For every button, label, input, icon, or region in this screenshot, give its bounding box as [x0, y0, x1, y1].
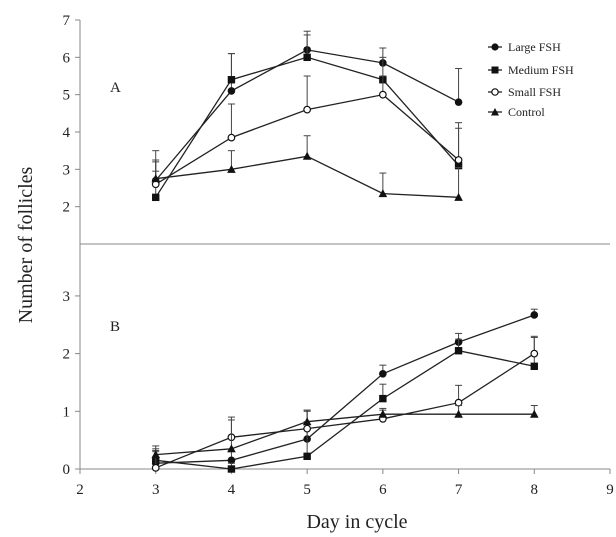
x-tick-label: 9 [606, 482, 614, 498]
axes: 2 3 4 5 6 7 8 9 2 3 4 5 6 7 0 1 2 3 [63, 13, 614, 498]
x-tick-label: 6 [379, 482, 387, 498]
panel-b-small-fsh-point [151, 463, 160, 472]
panel-b-large-fsh-point [227, 456, 236, 465]
legend-marker-large-fsh [491, 43, 499, 51]
panel-a-medium-fsh-point [227, 76, 236, 84]
panel-b-y-tick-label: 1 [63, 404, 71, 420]
panel-b-control-point [529, 409, 539, 418]
panel-a-small-fsh-point [378, 90, 387, 99]
panel-b-medium-fsh-series [152, 336, 538, 473]
panel-b-control-point [302, 417, 312, 426]
panel-b-medium-fsh-line [155, 350, 535, 470]
legend: Large FSH Medium FSH Small FSH Control [488, 40, 574, 119]
plot-area [151, 30, 539, 473]
panel-b-control-point [454, 409, 463, 418]
panel-b-control-point [227, 444, 236, 453]
panel-b-large-fsh-point [379, 370, 387, 378]
panel-a-control-point [151, 174, 161, 183]
panel-b-label: B [110, 319, 120, 335]
x-tick-label: 5 [303, 482, 311, 498]
legend-item-small-fsh: Small FSH [488, 85, 561, 99]
panel-a-y-tick-label: 3 [63, 162, 71, 178]
legend-marker-small-fsh [491, 88, 499, 96]
panel-b-large-fsh-point [530, 311, 539, 319]
x-tick-label: 8 [531, 482, 539, 498]
panel-b-y-tick-label: 2 [63, 347, 71, 363]
legend-label-large-fsh: Large FSH [508, 40, 561, 54]
panel-b-y-tick-label: 3 [63, 289, 71, 305]
panel-a-y-tick-label: 6 [63, 50, 71, 66]
panel-b-control-series [151, 405, 539, 459]
panel-a-small-fsh-point [227, 133, 236, 142]
panel-b-control-line [155, 413, 535, 456]
x-tick-label: 3 [152, 482, 160, 498]
panel-a-medium-fsh-point [303, 53, 311, 62]
panel-a-large-fsh-point [454, 98, 463, 106]
legend-marker-medium-fsh [491, 66, 499, 74]
panel-a-y-tick-label: 7 [63, 13, 71, 29]
panel-b-small-fsh-point [303, 424, 312, 433]
panel-b-medium-fsh-point [454, 347, 463, 355]
panel-b-small-fsh-point [454, 398, 463, 407]
panel-a-y-tick-label: 5 [63, 88, 71, 104]
panel-a-medium-fsh-point [454, 161, 463, 170]
panel-b-small-fsh-point [530, 349, 539, 358]
legend-label-medium-fsh: Medium FSH [508, 63, 574, 77]
panel-b-medium-fsh-point [379, 394, 387, 403]
panel-a-label: A [110, 80, 121, 96]
legend-label-small-fsh: Small FSH [508, 85, 561, 99]
panel-a-control-series [151, 135, 463, 201]
legend-item-large-fsh: Large FSH [488, 40, 561, 54]
x-tick-label: 7 [455, 482, 463, 498]
panel-a-y-tick-label: 2 [63, 200, 71, 216]
panel-a-medium-fsh-series [152, 34, 463, 202]
x-tick-label: 4 [228, 482, 236, 498]
panel-a-y-tick-label: 4 [63, 125, 71, 141]
panel-a-control-point [454, 192, 463, 201]
panel-b-small-fsh-line [155, 353, 535, 469]
panel-b-control-point [378, 409, 388, 418]
panel-b-medium-fsh-point [530, 362, 538, 371]
x-axis-label: Day in cycle [306, 511, 407, 533]
panel-a-small-fsh-series [151, 75, 463, 189]
panel-a-small-fsh-point [303, 105, 312, 114]
x-tick-label: 2 [76, 482, 84, 498]
panel-b-medium-fsh-point [227, 465, 236, 473]
legend-item-control: Control [488, 105, 545, 119]
panel-a-small-fsh-point [454, 156, 463, 164]
panel-b-y-tick-label: 0 [63, 462, 71, 478]
panel-a-medium-fsh-point [152, 193, 160, 202]
y-axis-label: Number of follicles [15, 166, 37, 323]
panel-a-control-line [155, 155, 459, 198]
panel-b-control-point [151, 450, 161, 459]
panel-a-control-point [227, 164, 236, 173]
legend-marker-control [491, 108, 499, 116]
panel-a-control-point [302, 151, 312, 160]
legend-item-medium-fsh: Medium FSH [488, 63, 574, 77]
panel-a-large-fsh-line [155, 49, 459, 181]
panel-b-medium-fsh-point [303, 452, 311, 461]
panel-a-large-fsh-point [227, 87, 236, 95]
panel-b-large-fsh-line [155, 314, 535, 464]
legend-label-control: Control [508, 105, 545, 119]
panel-a-control-point [378, 189, 388, 198]
